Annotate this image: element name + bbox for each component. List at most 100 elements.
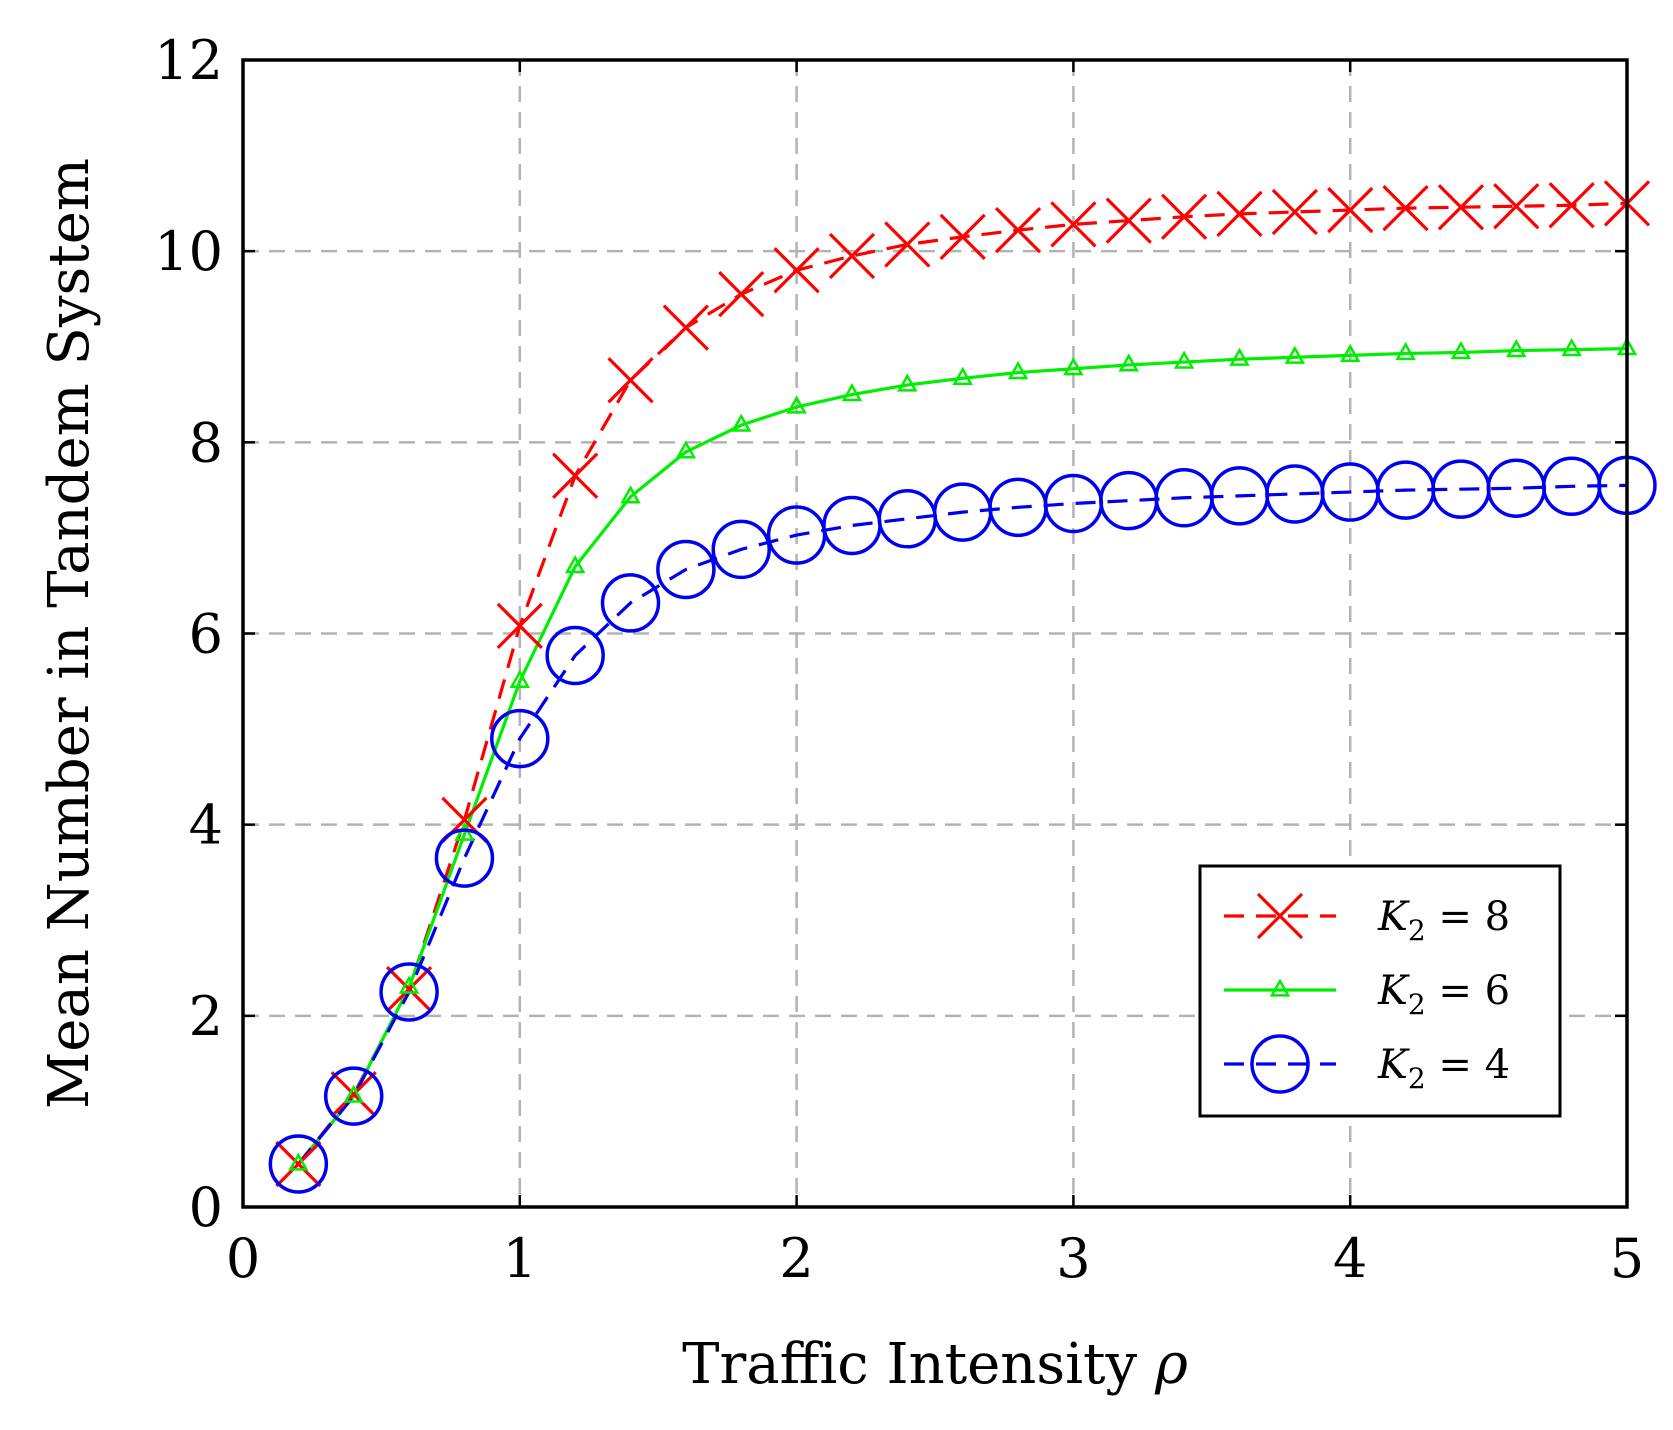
legend-label: K2 = 8 bbox=[1377, 894, 1510, 947]
x-marker-stroke bbox=[607, 357, 654, 404]
data-point-series-2 bbox=[1173, 350, 1195, 369]
data-point-series-2 bbox=[509, 669, 531, 688]
y-tick-label: 0 bbox=[189, 1176, 223, 1239]
x-marker-stroke bbox=[939, 213, 986, 260]
data-point-series-2 bbox=[731, 413, 752, 432]
data-point-series-2 bbox=[1229, 347, 1250, 366]
data-point-series-2 bbox=[454, 822, 475, 841]
x-marker-stroke bbox=[496, 602, 543, 649]
x-marker-stroke bbox=[884, 221, 931, 268]
y-tick-label: 8 bbox=[189, 411, 223, 474]
data-point-series-1 bbox=[1493, 183, 1540, 230]
data-point-series-3 bbox=[434, 828, 495, 888]
data-point-series-1 bbox=[1050, 201, 1097, 248]
x-tick-label: 3 bbox=[1056, 1227, 1090, 1290]
y-tick-label: 12 bbox=[154, 29, 223, 92]
legend: K2 = 8 K2 = 6 K2 = 4 bbox=[1198, 864, 1562, 1118]
x-marker-stroke bbox=[773, 247, 820, 294]
data-point-series-2 bbox=[398, 975, 420, 994]
data-point-series-2 bbox=[1063, 357, 1084, 376]
data-point-series-3 bbox=[379, 962, 439, 1022]
data-point-series-1 bbox=[1327, 186, 1374, 234]
data-point-series-3 bbox=[822, 495, 882, 556]
data-point-series-2 bbox=[1284, 345, 1306, 364]
data-point-series-1 bbox=[1105, 197, 1152, 244]
data-point-series-3 bbox=[490, 708, 550, 769]
data-point-series-3 bbox=[600, 573, 661, 633]
legend-marker bbox=[1256, 892, 1304, 940]
legend-label: K2 = 6 bbox=[1377, 968, 1510, 1021]
data-point-series-3 bbox=[711, 519, 771, 580]
x-axis-label-symbol: ρ bbox=[1154, 1332, 1188, 1397]
series-markers bbox=[268, 180, 1657, 1194]
data-point-series-2 bbox=[1450, 340, 1472, 360]
data-point-series-2 bbox=[1007, 361, 1029, 380]
data-point-series-1 bbox=[1271, 188, 1318, 236]
data-point-series-1 bbox=[994, 207, 1042, 254]
data-point-series-3 bbox=[323, 1066, 384, 1126]
x-marker-stroke bbox=[1548, 182, 1595, 229]
data-point-series-1 bbox=[552, 452, 599, 499]
data-point-series-1 bbox=[1548, 182, 1595, 229]
x-tick-label: 4 bbox=[1333, 1227, 1367, 1290]
data-point-series-2 bbox=[1561, 338, 1582, 357]
x-marker-stroke bbox=[662, 304, 710, 351]
data-point-series-1 bbox=[828, 232, 876, 280]
data-point-series-1 bbox=[275, 1140, 322, 1188]
x-axis-label: Traffic Intensity ρ bbox=[682, 1332, 1188, 1397]
y-axis-label: Mean Number in Tandem System bbox=[37, 158, 102, 1109]
data-point-series-2 bbox=[952, 366, 973, 385]
data-point-series-1 bbox=[773, 247, 820, 294]
x-marker-stroke bbox=[385, 965, 433, 1013]
series-line-2 bbox=[297, 347, 1628, 1165]
data-point-series-2 bbox=[1506, 339, 1527, 358]
x-marker-stroke bbox=[1216, 190, 1263, 238]
data-point-series-3 bbox=[545, 625, 605, 686]
data-point-series-1 bbox=[1160, 193, 1208, 240]
legend-marker bbox=[1250, 1034, 1310, 1094]
legend-marker bbox=[1269, 978, 1291, 997]
data-point-series-1 bbox=[330, 1071, 377, 1118]
legend-entry-1: K2 = 8 bbox=[1224, 892, 1510, 947]
x-tick-label: 1 bbox=[503, 1227, 537, 1290]
series-line-3 bbox=[297, 483, 1628, 1165]
data-point-series-2 bbox=[288, 1152, 309, 1171]
x-marker-stroke bbox=[1382, 185, 1429, 232]
legend-entry-3: K2 = 4 bbox=[1224, 1034, 1510, 1095]
data-point-series-1 bbox=[662, 304, 710, 351]
data-point-series-2 bbox=[1395, 341, 1416, 361]
data-point-series-2 bbox=[343, 1084, 364, 1103]
data-point-series-2 bbox=[897, 373, 918, 392]
x-tick-label: 5 bbox=[1610, 1227, 1644, 1290]
legend-label: K2 = 4 bbox=[1377, 1042, 1510, 1095]
y-tick-label: 6 bbox=[189, 603, 223, 666]
x-marker-stroke bbox=[275, 1140, 322, 1188]
data-point-series-3 bbox=[877, 489, 938, 549]
x-marker-stroke bbox=[994, 207, 1042, 254]
data-point-series-1 bbox=[1382, 185, 1429, 232]
x-marker-stroke bbox=[1050, 201, 1097, 248]
data-point-series-3 bbox=[656, 539, 716, 600]
data-point-series-2 bbox=[786, 395, 807, 414]
x-marker-stroke bbox=[552, 452, 599, 499]
data-point-series-1 bbox=[939, 213, 986, 260]
data-point-series-2 bbox=[675, 440, 697, 459]
x-tick-label: 2 bbox=[779, 1227, 813, 1290]
legend-entry-2: K2 = 6 bbox=[1224, 968, 1510, 1021]
data-point-series-1 bbox=[1216, 190, 1263, 238]
x-marker-stroke bbox=[1327, 186, 1374, 234]
data-point-series-2 bbox=[564, 555, 586, 574]
x-marker-stroke bbox=[1256, 892, 1304, 940]
x-marker-stroke bbox=[1271, 188, 1318, 236]
x-marker-stroke bbox=[1160, 193, 1208, 240]
x-marker-stroke bbox=[1493, 183, 1540, 230]
data-point-series-1 bbox=[1437, 184, 1485, 231]
x-tick-label: 0 bbox=[226, 1227, 260, 1290]
data-point-series-1 bbox=[496, 602, 543, 649]
data-point-series-2 bbox=[1339, 343, 1361, 363]
data-point-series-3 bbox=[268, 1134, 329, 1194]
y-tick-label: 2 bbox=[189, 985, 223, 1048]
x-marker-stroke bbox=[1437, 184, 1485, 231]
x-marker-stroke bbox=[1105, 197, 1152, 244]
